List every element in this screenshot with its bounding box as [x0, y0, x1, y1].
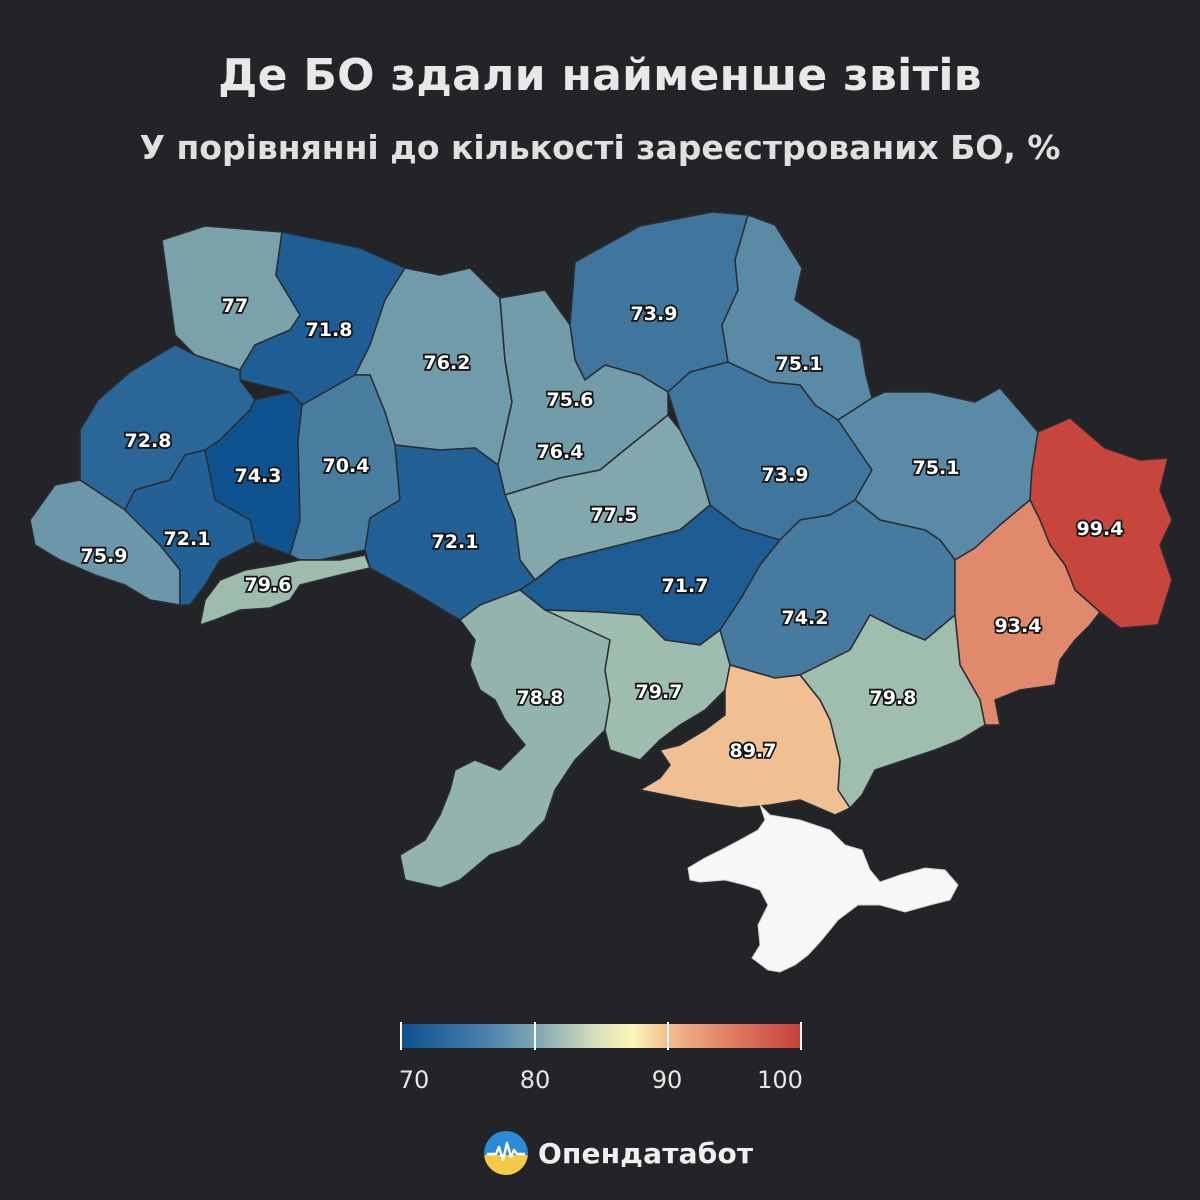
opendatabot-logo-icon [484, 1131, 528, 1175]
page-title: Де БО здали найменше звітів [218, 50, 982, 101]
region-value-labels: 77 71.8 76.2 73.9 75.1 72.8 74.3 70.4 75.6 76.4 73… [79, 293, 1125, 763]
region-odesa[interactable] [399, 589, 611, 889]
region-value-label: 71.8 [306, 319, 353, 341]
legend-color-bar [400, 1024, 802, 1048]
region-value-label: 77.5 [591, 504, 638, 526]
legend-tick-label: 70 [398, 1066, 430, 1094]
region-value-label: 79.8 [870, 687, 917, 709]
region-kherson[interactable] [639, 664, 851, 816]
region-value-label: 74.3 [235, 465, 282, 487]
region-value-label: 78.8 [517, 687, 564, 709]
region-value-label: 76.4 [537, 441, 584, 463]
region-value-label: 76.2 [424, 352, 471, 374]
region-value-label: 75.9 [81, 545, 128, 567]
legend-tick-label: 90 [651, 1066, 683, 1094]
region-value-label: 89.7 [730, 740, 777, 762]
region-crimea [687, 804, 959, 973]
region-value-label: 77 [222, 295, 248, 317]
map-regions [29, 211, 1173, 973]
region-value-label: 93.4 [995, 615, 1042, 637]
region-value-label: 71.7 [662, 575, 709, 597]
region-mykolaiv[interactable] [544, 609, 731, 761]
brand: Опендатабот [484, 1130, 753, 1176]
region-value-label: 75.1 [913, 457, 960, 479]
region-value-label: 79.6 [245, 574, 292, 596]
legend-tick-mark [667, 1022, 669, 1050]
color-legend [400, 1022, 804, 1050]
region-value-label: 79.7 [636, 681, 683, 703]
region-value-label: 70.4 [323, 455, 370, 477]
page-subtitle: У порівнянні до кількості зареєстрованих… [139, 128, 1061, 167]
region-value-label: 72.1 [432, 531, 479, 553]
region-value-label: 99.4 [1077, 518, 1124, 540]
legend-tick-mark [800, 1022, 802, 1050]
region-value-label: 75.1 [776, 353, 823, 375]
region-value-label: 75.6 [547, 389, 594, 411]
region-value-label: 74.2 [782, 607, 829, 629]
region-value-label: 73.9 [762, 464, 809, 486]
brand-name: Опендатабот [538, 1136, 754, 1170]
region-ivano-frankivsk[interactable] [124, 449, 256, 606]
region-chernivtsi[interactable] [199, 554, 371, 626]
legend-tick-mark [400, 1022, 402, 1050]
region-value-label: 72.1 [164, 528, 211, 550]
legend-tick-mark [534, 1022, 536, 1050]
legend-tick-label: 100 [757, 1066, 803, 1094]
region-value-label: 72.8 [125, 430, 172, 452]
legend-tick-label: 80 [519, 1066, 551, 1094]
region-value-label: 73.9 [631, 303, 678, 325]
